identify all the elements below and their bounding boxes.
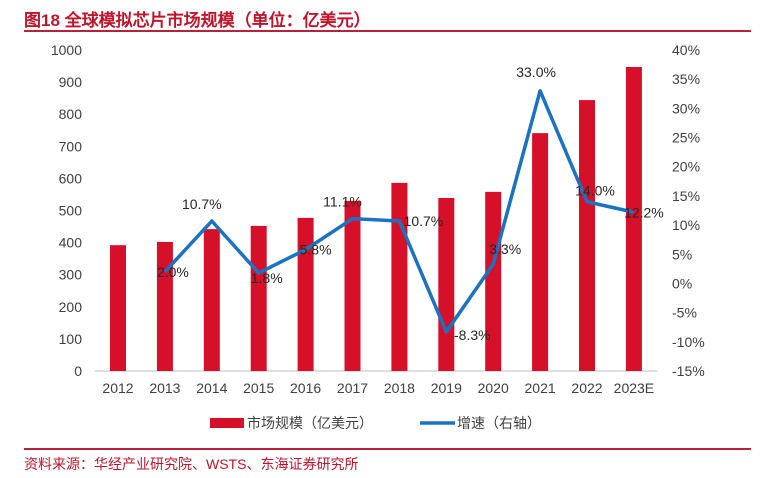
y-right-tick-label: -5% <box>672 305 697 321</box>
y-left-tick-label: 500 <box>59 203 83 219</box>
bar <box>579 100 595 372</box>
y-right-tick-label: -15% <box>672 363 705 379</box>
x-tick-label: 2017 <box>337 380 368 396</box>
source-divider <box>24 448 751 450</box>
x-tick-label: 2013 <box>149 380 180 396</box>
bar <box>391 182 408 371</box>
source-note: 资料来源：华经产业研究院、WSTS、东海证券研究所 <box>24 456 359 472</box>
data-label: 1.8% <box>251 270 283 286</box>
data-label: 11.1% <box>323 194 362 210</box>
y-right-tick-label: 5% <box>672 246 692 262</box>
bar <box>485 191 502 371</box>
y-left-tick-label: 200 <box>59 299 83 315</box>
data-label: 12.2% <box>624 204 664 220</box>
y-right-tick-label: 40% <box>672 42 700 58</box>
bar <box>297 217 314 371</box>
data-label: -8.3% <box>454 327 491 343</box>
y-left-tick-label: 400 <box>59 235 83 251</box>
bar <box>156 241 173 371</box>
legend-bar-swatch <box>210 418 244 428</box>
x-tick-label: 2021 <box>525 380 556 396</box>
data-label: 5.8% <box>300 242 332 258</box>
data-label: 3.3% <box>489 241 521 257</box>
x-tick-label: 2015 <box>243 380 274 396</box>
y-left-tick-label: 0 <box>74 363 82 379</box>
title-divider <box>24 30 751 32</box>
y-right-tick-label: 20% <box>672 159 700 175</box>
x-tick-label: 2020 <box>478 380 509 396</box>
y-left-tick-label: 900 <box>59 74 83 90</box>
legend-line-label: 增速（右轴） <box>457 415 541 431</box>
y-right-tick-label: 25% <box>672 130 700 146</box>
y-left-tick-label: 800 <box>59 106 83 122</box>
x-tick-label: 2016 <box>290 380 321 396</box>
y-right-tick-label: 15% <box>672 188 700 204</box>
y-left-tick-label: 300 <box>59 267 83 283</box>
bar <box>344 200 361 371</box>
growth-line <box>163 89 635 334</box>
x-tick-label: 2019 <box>431 380 462 396</box>
data-label: 14.0% <box>575 183 615 199</box>
y-left-tick-label: 100 <box>59 331 83 347</box>
x-tick-label: 2018 <box>384 380 415 396</box>
bar <box>110 245 126 371</box>
y-right-tick-label: 35% <box>672 71 700 87</box>
bar <box>250 225 267 371</box>
figure-title: 图18 全球模拟芯片市场规模（单位：亿美元） <box>24 11 371 30</box>
legend-bar-label: 市场规模（亿美元） <box>247 415 373 431</box>
data-label: 10.7% <box>404 213 444 229</box>
bar <box>532 133 549 371</box>
y-right-tick-label: -10% <box>672 334 705 350</box>
y-left-tick-label: 1000 <box>51 42 82 58</box>
x-tick-label: 2022 <box>571 380 602 396</box>
bar <box>625 67 642 371</box>
x-tick-label: 2023E <box>614 380 654 396</box>
bar <box>203 229 220 371</box>
data-label: 2.0% <box>157 264 189 280</box>
y-left-tick-label: 700 <box>59 138 83 154</box>
y-left-tick-label: 600 <box>59 170 83 186</box>
y-right-tick-label: 10% <box>672 217 700 233</box>
x-tick-label: 2014 <box>196 380 227 396</box>
y-right-tick-label: 0% <box>672 275 692 291</box>
data-label: 33.0% <box>516 64 556 80</box>
x-tick-label: 2012 <box>102 380 133 396</box>
y-right-tick-label: 30% <box>672 100 700 116</box>
data-label: 10.7% <box>182 196 222 212</box>
